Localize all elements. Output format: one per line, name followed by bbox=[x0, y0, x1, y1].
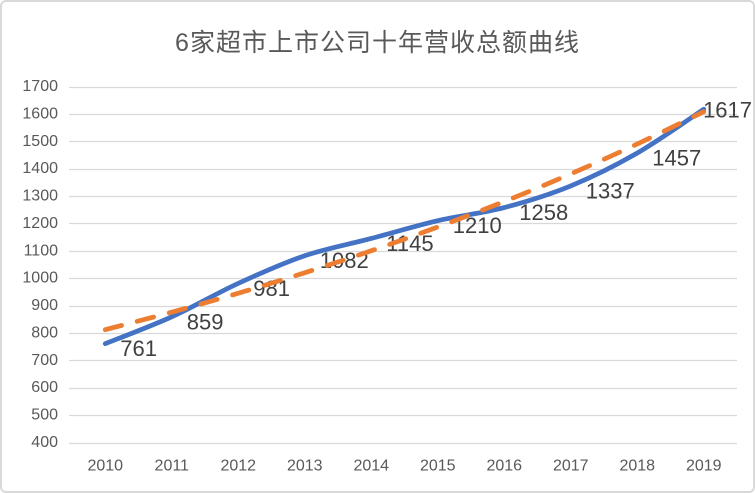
revenue-total-line-path bbox=[102, 106, 707, 347]
x-tick-label: 2014 bbox=[353, 458, 389, 475]
x-tick-label: 2017 bbox=[553, 458, 589, 475]
y-tick-label: 600 bbox=[31, 379, 58, 396]
trendline-path bbox=[102, 109, 707, 333]
data-label: 1337 bbox=[586, 178, 635, 203]
x-tick-label: 2016 bbox=[486, 458, 522, 475]
y-tick-label: 400 bbox=[31, 434, 58, 451]
x-tick-label: 2015 bbox=[420, 458, 456, 475]
y-tick-label: 1100 bbox=[24, 242, 59, 259]
y-axis-tick-labels: 1700 1600 1500 1400 1300 1200 1100 1000 900 800 70… bbox=[22, 78, 58, 451]
data-label: 1258 bbox=[519, 200, 568, 225]
data-label: 761 bbox=[120, 336, 157, 361]
x-tick-label: 2012 bbox=[220, 458, 256, 475]
y-tick-label: 1700 bbox=[22, 78, 58, 95]
data-label: 1457 bbox=[652, 146, 701, 171]
y-tick-label: 1300 bbox=[22, 188, 58, 205]
data-label: 981 bbox=[253, 276, 290, 301]
data-label: 1617 bbox=[703, 98, 752, 123]
x-tick-label: 2011 bbox=[155, 458, 190, 475]
y-tick-label: 800 bbox=[31, 324, 58, 341]
x-tick-label: 2013 bbox=[287, 458, 323, 475]
y-tick-label: 700 bbox=[31, 352, 58, 369]
y-tick-label: 1400 bbox=[22, 160, 58, 177]
y-tick-label: 1600 bbox=[22, 105, 58, 122]
x-tick-label: 2019 bbox=[686, 458, 722, 475]
series-lines bbox=[102, 106, 707, 347]
y-tick-label: 1500 bbox=[22, 133, 58, 150]
y-tick-label: 1200 bbox=[22, 215, 58, 232]
y-tick-label: 900 bbox=[31, 297, 58, 314]
x-axis-tick-labels: 2010 2011 2012 2013 2014 2015 2016 2017 2018 2019 bbox=[87, 458, 721, 475]
data-label: 859 bbox=[187, 309, 224, 334]
gridlines bbox=[69, 86, 737, 445]
y-tick-label: 500 bbox=[31, 407, 58, 424]
x-tick-label: 2018 bbox=[619, 458, 655, 475]
y-tick-label: 1000 bbox=[22, 270, 58, 287]
x-tick-label: 2010 bbox=[87, 458, 123, 475]
